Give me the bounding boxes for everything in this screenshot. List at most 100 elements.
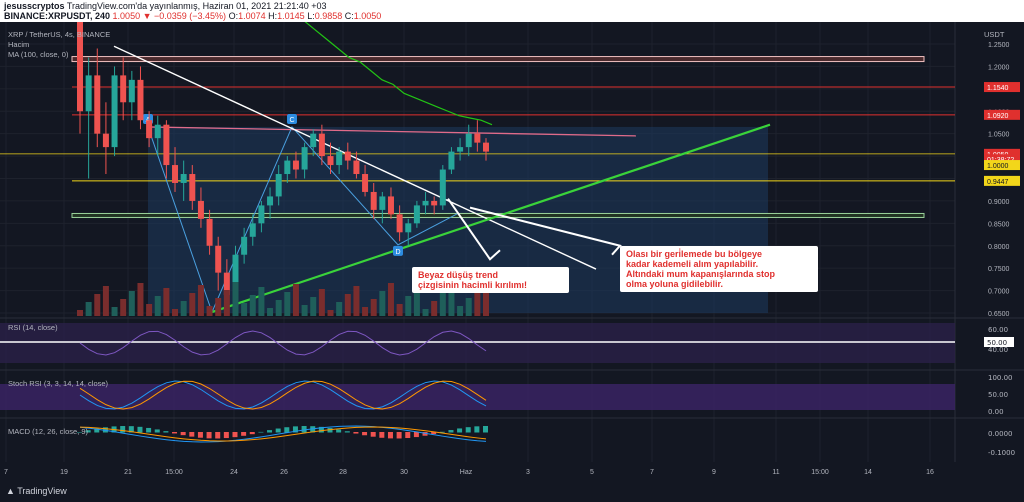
macd-histogram-bar: [267, 430, 273, 433]
candle-body: [275, 174, 282, 197]
signal-line: [79, 426, 487, 442]
chart-header: jesusscryptos TradingView.com'da yayınla…: [0, 0, 1024, 22]
time-tick-10: 5: [590, 469, 594, 476]
volume-bar: [301, 305, 308, 316]
currency-label: USDT: [984, 30, 1005, 39]
volume-bar: [396, 304, 403, 316]
time-tick-3: 15:00: [165, 469, 183, 476]
macd-histogram-bar: [362, 432, 368, 436]
candle-body: [465, 133, 472, 148]
macd-histogram-bar: [154, 429, 160, 433]
volume-bar: [327, 310, 334, 316]
price-tick-7: 0.9000: [988, 199, 1010, 206]
macd-histogram-bar: [474, 426, 480, 433]
candle-body: [336, 151, 343, 166]
time-tick-16: 16: [926, 469, 934, 476]
candle-body: [85, 75, 92, 112]
close-value: 1.0050: [353, 11, 382, 21]
volume-bar: [275, 300, 282, 316]
candle-body: [172, 165, 179, 183]
candle-body: [413, 205, 420, 224]
macd-histogram-bar: [292, 426, 298, 433]
price-label-4: 1.0000: [987, 163, 1009, 170]
time-tick-5: 26: [280, 469, 288, 476]
candle-body: [431, 200, 438, 206]
candle-body: [111, 75, 118, 148]
pattern-marker-label-c: C: [289, 117, 294, 124]
stoch-tick-2: 0.00: [988, 408, 1004, 416]
price-label-bg-0: [984, 82, 1020, 93]
macd-histogram-bar: [172, 432, 178, 434]
pink-top-line: [147, 126, 637, 137]
time-tick-11: 7: [650, 469, 654, 476]
buy-zone-line2: kadar kademeli alım yapılabilir.: [626, 259, 759, 269]
volume-bar: [249, 295, 256, 316]
time-tick-2: 21: [124, 469, 132, 476]
legend-title: XRP / TetherUS, 4s, BINANCE: [8, 30, 111, 39]
volume-bar: [128, 291, 135, 316]
price-chart[interactable]: ACD 1.25001.20001.15001.10001.05001.0000…: [0, 22, 1024, 482]
macd-histogram-bar: [77, 432, 82, 433]
macd-histogram-bar: [379, 432, 385, 438]
macd-histogram-bar: [163, 431, 169, 433]
price-tick-10: 0.7500: [988, 266, 1010, 273]
candle-body: [379, 196, 386, 210]
macd-histogram-bar: [387, 432, 393, 439]
tradingview-logo[interactable]: ▲ TradingView: [6, 486, 67, 496]
macd-histogram-bar: [284, 427, 290, 433]
volume-bar: [413, 288, 420, 316]
volume-bar: [172, 309, 179, 316]
macd-histogram-bar: [137, 426, 143, 433]
buy-zone-line4: olma yoluna gidilebilir.: [626, 279, 724, 289]
volume-bar: [232, 282, 239, 316]
candle-body: [137, 79, 144, 121]
volume-bar: [241, 303, 248, 316]
candle-body: [448, 151, 455, 170]
volume-bar: [362, 307, 369, 316]
publish-info: TradingView.com'da yayınlanmış, Haziran …: [66, 1, 327, 11]
candle-body: [189, 174, 196, 201]
macd-histogram-bar: [180, 432, 186, 436]
rsi-tick-1: 40.00: [988, 346, 1008, 354]
pattern-marker-label-d: D: [395, 249, 400, 256]
price-label-1: 1.0920: [987, 113, 1009, 120]
volume-bar: [267, 308, 274, 316]
macd-histogram-bar: [439, 431, 445, 433]
time-tick-7: 30: [400, 469, 408, 476]
volume-bar: [474, 290, 481, 316]
macd-histogram-bar: [249, 432, 255, 435]
volume-bar: [206, 306, 213, 316]
candle-body: [422, 200, 429, 206]
volume-bar: [111, 307, 118, 316]
candle-body: [241, 236, 248, 255]
candle-body: [292, 160, 299, 170]
volume-bar: [422, 309, 429, 316]
candle-body: [267, 196, 274, 206]
macd-histogram-bar: [241, 432, 247, 436]
candle-body: [344, 151, 351, 161]
macd-histogram-bar: [336, 429, 342, 433]
volume-bar: [310, 297, 317, 316]
close-label: C:: [344, 11, 354, 21]
candle-body: [215, 245, 222, 273]
candle-body: [353, 160, 360, 175]
volume-bar: [163, 288, 170, 316]
rsi-label: 50.00: [987, 339, 1007, 347]
volume-bar: [379, 291, 386, 316]
price-tick-1: 1.2000: [988, 64, 1010, 71]
legend-volume: Hacim: [8, 40, 30, 49]
macd-histogram-bar: [215, 432, 221, 439]
volume-bar: [431, 301, 438, 316]
macd-tick-1: -0.1000: [988, 449, 1015, 457]
candle-body: [405, 223, 412, 233]
rsi-legend: RSI (14, close): [8, 323, 58, 332]
candle-body: [154, 124, 161, 139]
price-tick-12: 0.6500: [988, 311, 1010, 318]
buy-zone-callout: Olası bir geri̇lemede bu bölgeye kadar k…: [620, 246, 818, 292]
symbol-name: BINANCE:XRPUSDT, 240: [4, 11, 111, 21]
macd-histogram-bar: [189, 432, 195, 437]
candle-body: [474, 133, 481, 143]
price-label-5: 0.9447: [987, 179, 1009, 186]
candle-body: [232, 254, 239, 296]
break-callout-line1: Beyaz düşüş trend: [418, 270, 499, 280]
